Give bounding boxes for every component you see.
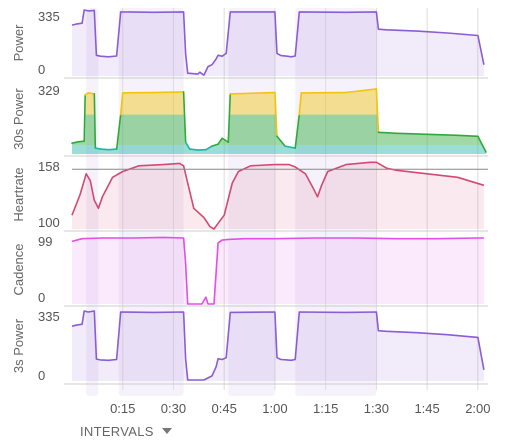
series-segment-power30-31 [377,131,398,135]
zone-band-0 [72,145,486,154]
xtick-5: 1:30 [364,401,389,416]
series-segment-power30-24 [276,135,286,147]
series-segment-power30-19 [217,137,223,145]
series-segment-power30-29 [345,88,378,94]
series-segment-power30-18 [211,143,219,147]
interval-band-3 [295,8,377,396]
xtick-2: 0:45 [212,401,237,416]
series-segment-power30-0 [71,140,79,144]
interval-band-1 [118,8,184,396]
series-segment-power30-15 [188,148,199,151]
series-segment-power30-12 [152,91,185,94]
series-area-power [72,10,484,76]
series-segment-power30-6 [94,147,102,150]
ylabel-power: Power [11,24,26,62]
series-segment-power30-26 [294,113,301,149]
series-segment-power30-8 [107,148,118,151]
series-segment-power30-27 [298,92,303,116]
series-segment-power30-9 [115,113,122,150]
ytick-power3s-0: 0 [38,368,45,383]
xtick-1: 0:30 [161,401,186,416]
intervals-label: INTERVALS [80,423,154,439]
ytick-heartrate-1: 158 [38,159,60,174]
panel-power3s: 3s Power 0 335 [11,309,488,385]
series-area-heartrate [72,162,484,229]
interval-band-2 [228,8,275,396]
xtick-0: 0:15 [110,401,135,416]
ytick-heartrate-0: 100 [38,215,60,230]
series-segment-power30-25 [284,145,297,149]
series-segment-power30-30 [375,88,380,134]
panel-power30: 30s Power 329 [11,83,488,157]
series-segment-power30-17 [205,145,213,151]
ytick-power30-0: 329 [38,83,60,98]
series-segment-power30-33 [426,133,459,137]
series-area-cadence [72,237,484,304]
series-segment-power30-14 [184,141,191,150]
panel-heartrate: Heartrate 100 158 [11,159,488,232]
series-segment-power30-35 [477,135,487,153]
ytick-power-1: 335 [38,9,60,24]
series-segment-power30-34 [456,134,479,138]
series-segment-power30-20 [221,137,230,143]
series-line-heartrate [71,161,485,230]
series-segment-power30-23 [274,91,278,138]
series-segment-power30-5 [93,93,97,149]
series-segment-power30-22 [229,91,276,95]
ylabel-power3s: 3s Power [11,318,26,373]
ylabel-cadence: Cadence [11,243,26,295]
ytick-power3s-1: 335 [38,309,60,324]
series-segment-power30-2 [83,94,86,142]
ylabel-heartrate: Heartrate [11,167,26,221]
series-segment-power30-32 [395,132,428,136]
panel-power: Power 0 335 [11,9,488,79]
series-area-power3s [72,311,484,381]
series-line-power3s [71,310,485,381]
ylabel-power30: 30s Power [11,88,26,150]
series-segment-power30-4 [87,92,96,95]
series-segment-power30-1 [77,140,85,143]
xtick-4: 1:15 [313,401,338,416]
intervals-dropdown[interactable]: INTERVALS [80,420,172,442]
xtick-3: 1:00 [262,401,287,416]
panel-cadence: Cadence 0 99 [11,234,488,307]
ytick-cadence-1: 99 [38,234,52,249]
caret-down-icon [161,428,172,434]
series-segment-power30-7 [99,148,110,151]
series-line-power [71,9,485,76]
series-segment-power30-10 [119,92,124,116]
xtick-7: 2:00 [465,401,490,416]
interval-band-0 [86,8,99,396]
ytick-power-0: 0 [38,62,45,77]
ytick-cadence-0: 0 [38,290,45,305]
xtick-6: 1:45 [414,401,439,416]
series-line-cadence [71,236,484,305]
series-segment-power30-13 [182,91,187,143]
series-segment-power30-21 [227,93,232,143]
